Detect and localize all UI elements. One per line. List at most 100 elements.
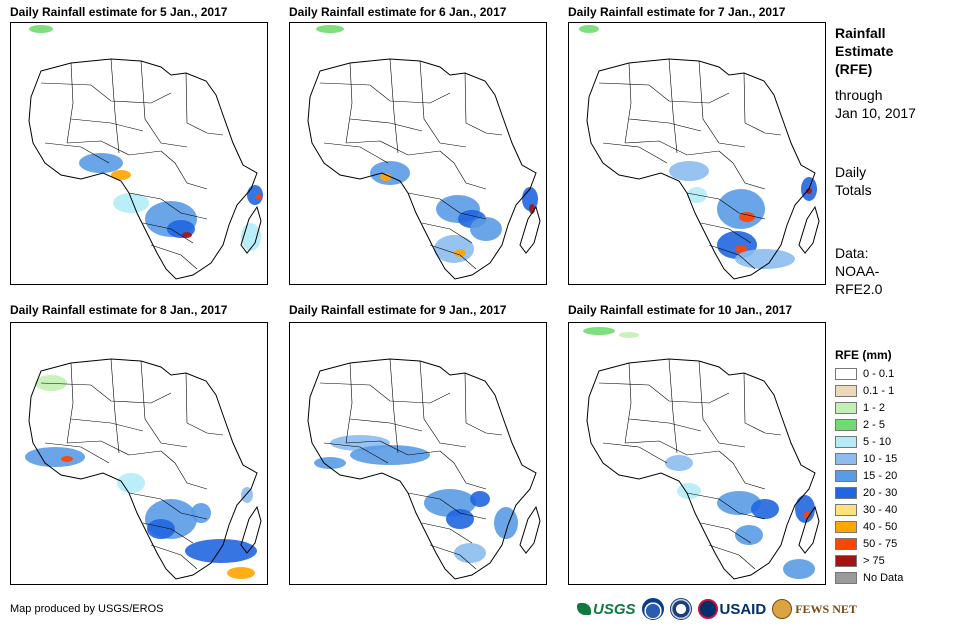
country-border (407, 192, 487, 220)
rainfall-patch (256, 194, 262, 200)
through-date: Jan 10, 2017 (835, 105, 916, 121)
country-border (349, 418, 423, 432)
panel-title-3: Daily Rainfall estimate for 7 Jan., 2017 (568, 5, 786, 19)
legend-label: 5 - 10 (863, 436, 892, 448)
legend-item: 5 - 10 (835, 434, 891, 450)
rainfall-patch (185, 539, 257, 563)
side-title-line2: Estimate (835, 43, 894, 59)
side-title: Rainfall Estimate (RFE) (835, 24, 893, 78)
country-border (598, 82, 730, 104)
africa-coastline (307, 358, 537, 580)
country-border (185, 372, 224, 436)
rainfall-patch (579, 25, 599, 33)
country-border (700, 222, 752, 244)
madagascar-outline (519, 205, 541, 254)
rainfall-map-3 (568, 22, 826, 285)
country-border (319, 382, 451, 404)
country-border (407, 492, 487, 520)
rainfall-patch (113, 193, 149, 213)
seal-logo-icon (669, 598, 692, 620)
legend-label: 40 - 50 (863, 521, 898, 533)
legend-label: 2 - 5 (863, 419, 886, 431)
rainfall-patch (227, 567, 255, 579)
legend-item: 20 - 30 (835, 485, 897, 501)
rainfall-map-1 (10, 22, 268, 285)
legend-item: 15 - 20 (835, 468, 897, 484)
legend-item: 50 - 75 (835, 536, 897, 552)
rainfall-patch (454, 249, 466, 257)
rainfall-patch (147, 519, 175, 539)
rainfall-patch (735, 249, 795, 269)
panel-title-2: Daily Rainfall estimate for 6 Jan., 2017 (289, 5, 507, 19)
africa-coastline (28, 58, 258, 280)
country-border (708, 244, 756, 270)
rainfall-patch (619, 332, 639, 338)
madagascar-outline (519, 505, 541, 554)
legend-item: 40 - 50 (835, 519, 897, 535)
rainfall-map-4 (10, 322, 268, 585)
panel-title-1: Daily Rainfall estimate for 5 Jan., 2017 (10, 5, 228, 19)
legend-swatch (835, 453, 857, 465)
side-title-line1: Rainfall (835, 25, 886, 41)
country-border (419, 60, 467, 148)
country-border (419, 360, 467, 448)
usaid-logo-text: USAID (719, 600, 767, 618)
country-border (345, 362, 353, 444)
madagascar-outline (240, 205, 262, 254)
legend-label: 1 - 2 (863, 402, 886, 414)
legend-item: 0 - 0.1 (835, 366, 894, 382)
panel-title-4: Daily Rainfall estimate for 8 Jan., 2017 (10, 303, 228, 317)
rainfall-patch (61, 456, 73, 462)
legend-label: 20 - 30 (863, 487, 898, 499)
rainfall-patch (735, 245, 747, 253)
legend-swatch (835, 385, 857, 397)
country-border (743, 72, 782, 136)
country-border (40, 382, 172, 404)
country-border (345, 140, 441, 156)
country-border (142, 222, 194, 244)
data-source-line3: RFE2.0 (835, 281, 883, 297)
country-border (160, 150, 208, 190)
side-title-line3: (RFE) (835, 61, 873, 77)
rainfall-patch (191, 503, 211, 523)
africa-coastline (28, 358, 258, 580)
country-border (686, 192, 766, 220)
country-border (150, 544, 198, 570)
rainfall-patch (665, 455, 693, 471)
country-border (624, 440, 720, 456)
rainfall-patch (677, 483, 701, 499)
rainfall-patch (35, 375, 67, 391)
fews-net-logo-text: FEWS NET (795, 601, 857, 616)
country-border (44, 442, 110, 464)
rainfall-patch (29, 25, 53, 33)
totals-line2: Totals (835, 182, 872, 198)
country-border (439, 150, 487, 190)
country-border (110, 58, 120, 154)
country-border (429, 544, 477, 570)
country-border (44, 142, 110, 164)
country-border (700, 522, 752, 544)
country-border (66, 440, 162, 456)
country-border (345, 62, 353, 144)
legend-label: 50 - 75 (863, 538, 898, 550)
totals-line1: Daily (835, 164, 867, 180)
legend-label: > 75 (863, 555, 885, 567)
country-border (140, 360, 188, 448)
rainfall-patch (806, 188, 812, 194)
country-border (128, 492, 208, 520)
country-border (389, 358, 399, 454)
rainfall-patch (735, 525, 763, 545)
africa-coastline (586, 58, 816, 280)
legend-swatch (835, 487, 857, 499)
rainfall-patch (117, 473, 145, 493)
africa-coastline (586, 358, 816, 580)
rainfall-patch (79, 153, 123, 173)
rainfall-map-2 (289, 22, 547, 285)
country-border (40, 82, 172, 104)
legend-label: 30 - 40 (863, 504, 898, 516)
rainfall-patch (717, 189, 765, 229)
legend-item: 1 - 2 (835, 400, 885, 416)
rainfall-patch (434, 235, 474, 263)
fews-net-globe-icon (772, 599, 793, 619)
country-border (389, 58, 399, 154)
